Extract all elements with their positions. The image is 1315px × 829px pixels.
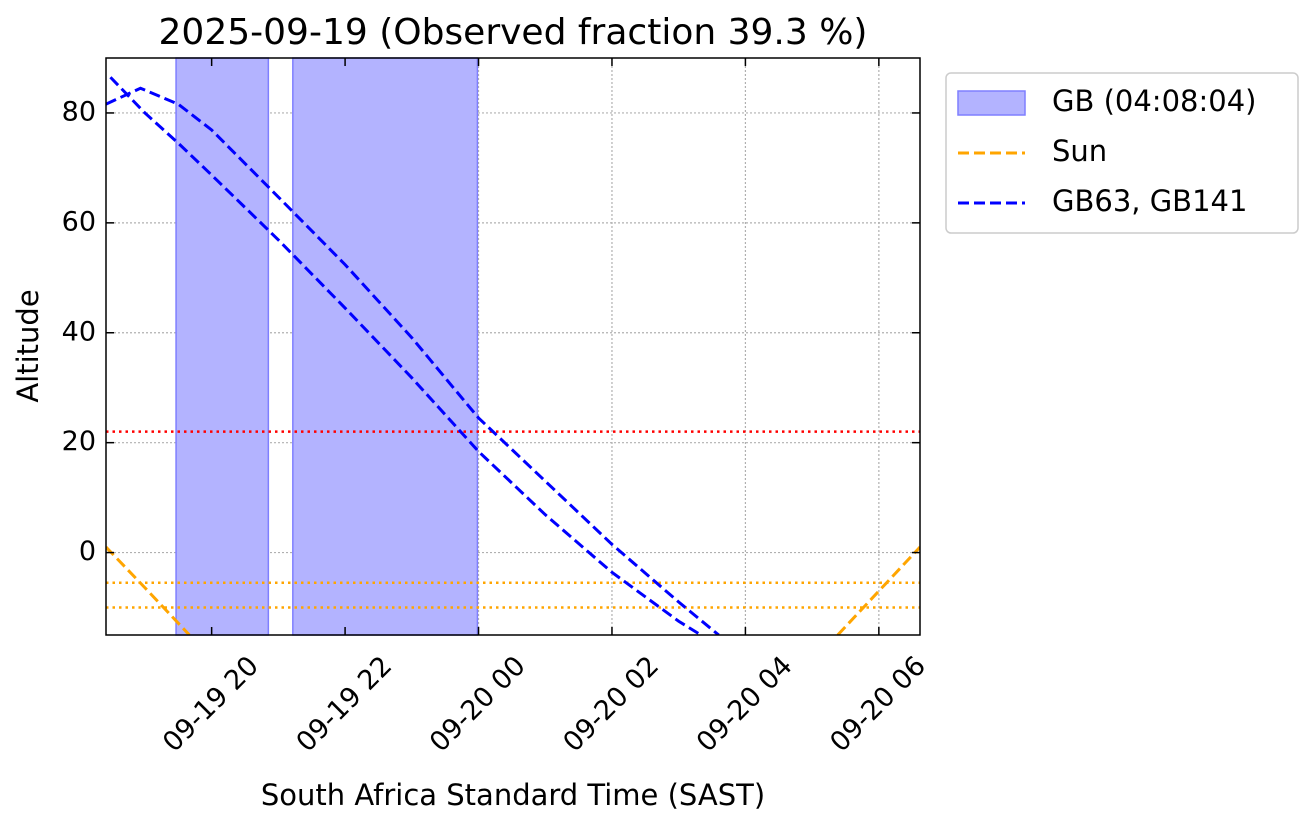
y-axis-label: Altitude [11,289,45,402]
x-tick-label: 09-19 20 [157,650,265,758]
lines [106,76,920,635]
legend-label: GB63, GB141 [1052,184,1247,218]
legend-label: GB (04:08:04) [1052,84,1256,118]
y-tick-label: 40 [62,316,96,347]
legend: GB (04:08:04) Sun GB63, GB141 [945,72,1299,234]
legend-swatch [957,90,1026,116]
x-tick-label: 09-19 22 [290,650,398,758]
y-tick-label: 20 [62,426,96,457]
span [292,57,479,636]
span [175,57,270,636]
legend-box [945,72,1299,234]
x-tick-label: 09-20 00 [424,650,532,758]
y-tick-label: 0 [79,536,96,567]
chart-title: 2025-09-19 (Observed fraction 39.3 %) [159,12,868,53]
y-tick-label: 80 [62,96,96,127]
series-line [106,86,720,635]
x-tick-label: 09-20 02 [557,650,665,758]
series-line [109,76,702,635]
legend-label: Sun [1052,134,1107,168]
spans [175,57,479,636]
x-tick-label: 09-20 04 [691,650,799,758]
y-tick-label: 60 [62,206,96,237]
x-axis-label: South Africa Standard Time (SAST) [261,778,765,812]
plot-frame [105,57,921,636]
x-tick-label: 09-20 06 [824,650,932,758]
series-line [106,546,920,635]
